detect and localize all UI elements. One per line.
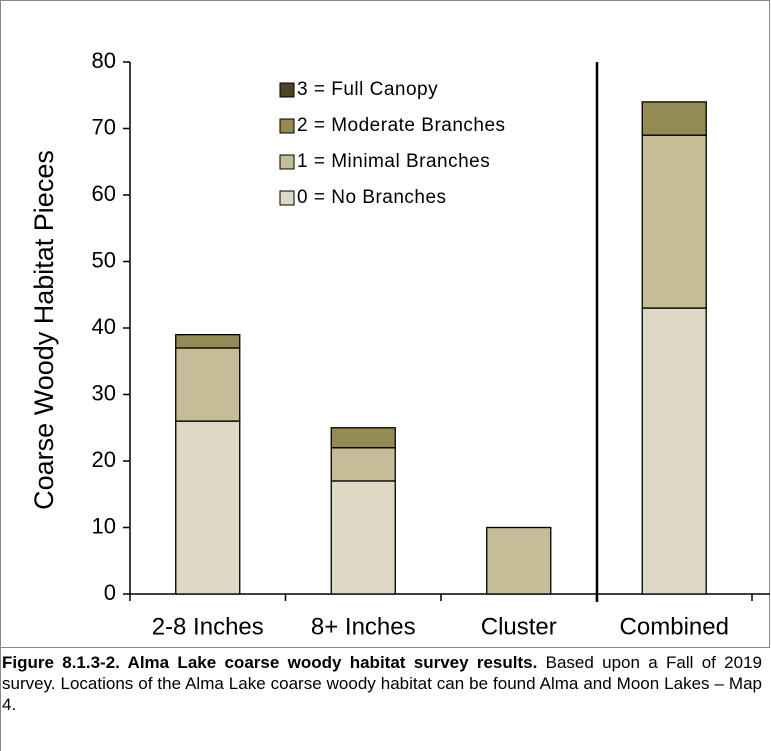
y-axis-label: Coarse Woody Habitat Pieces <box>29 150 59 510</box>
y-tick-label: 50 <box>92 247 116 272</box>
caption: Figure 8.1.3-2. Alma Lake coarse woody h… <box>2 652 762 715</box>
bar-segment <box>330 447 396 482</box>
caption-title: Figure 8.1.3-2. Alma Lake coarse woody h… <box>2 653 538 672</box>
x-tick-label: 8+ Inches <box>311 613 416 640</box>
legend-swatch <box>279 118 295 134</box>
legend-swatch <box>279 154 295 170</box>
x-tick-label: Cluster <box>481 613 557 640</box>
x-tick-label: 2-8 Inches <box>152 613 264 640</box>
legend-swatch <box>279 190 295 206</box>
bar-segment <box>641 101 707 136</box>
legend-label: 1 = Minimal Branches <box>297 151 490 172</box>
bar-segment <box>641 307 707 595</box>
y-tick-label: 30 <box>92 380 116 405</box>
bar-segment <box>175 347 241 422</box>
y-tick-label: 40 <box>92 314 116 339</box>
bar-segment <box>175 420 241 595</box>
legend-label: 2 = Moderate Branches <box>297 115 506 136</box>
caption-text: Based upon a Fall of 2019 survey. Locati… <box>2 653 762 714</box>
x-tick-label: Combined <box>620 613 729 640</box>
legend-swatch <box>279 82 295 98</box>
bar-segment <box>330 427 396 449</box>
bar-segment <box>486 526 552 595</box>
bar-segment <box>175 333 241 349</box>
y-tick-label: 80 <box>92 48 116 73</box>
y-tick-label: 10 <box>92 513 116 538</box>
y-tick-label: 20 <box>92 447 116 472</box>
bar-segment <box>641 134 707 309</box>
y-tick-label: 0 <box>104 580 116 605</box>
legend-label: 3 = Full Canopy <box>297 79 438 100</box>
y-tick-label: 60 <box>92 181 116 206</box>
legend-label: 0 = No Branches <box>297 187 447 208</box>
chart-frame <box>0 0 770 648</box>
y-tick-label: 70 <box>92 114 116 139</box>
bar-segment <box>330 480 396 595</box>
